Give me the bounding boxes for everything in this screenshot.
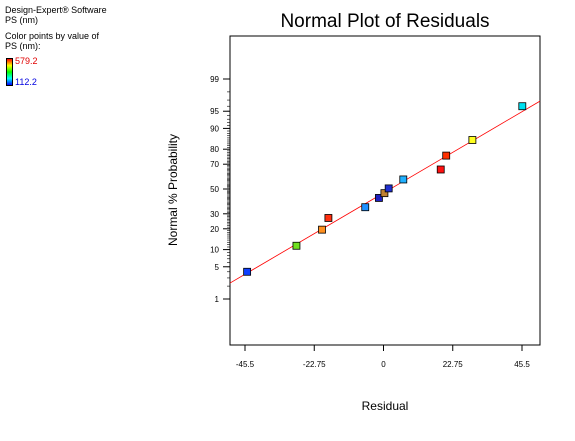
- x-tick-label: -45.5: [236, 360, 255, 369]
- y-tick-label: 80: [210, 145, 219, 154]
- data-point: [442, 151, 451, 160]
- y-tick-label: 90: [210, 124, 219, 133]
- software-info: Design-Expert® Software PS (nm) Color po…: [5, 5, 107, 51]
- data-point: [292, 241, 301, 250]
- data-point: [375, 194, 383, 202]
- chart-title: Normal Plot of Residuals: [280, 11, 490, 32]
- y-tick-label: 70: [210, 160, 219, 169]
- color-legend: 579.2 112.2: [5, 56, 65, 87]
- y-tick-label: 10: [210, 246, 219, 255]
- y-tick-label: 20: [210, 225, 219, 234]
- color-response: PS (nm):: [5, 41, 41, 51]
- color-gradient-bar: [6, 58, 13, 86]
- x-axis-label: Residual: [361, 399, 409, 413]
- data-point: [361, 203, 370, 212]
- x-tick-label: 45.5: [514, 360, 530, 369]
- data-point: [318, 225, 326, 234]
- data-point: [436, 165, 445, 174]
- data-point: [384, 184, 393, 193]
- data-point: [518, 102, 527, 111]
- y-tick-label: 50: [210, 185, 219, 194]
- y-tick-label: 95: [210, 107, 219, 116]
- x-tick-label: -22.75: [303, 360, 326, 369]
- data-point: [380, 189, 389, 198]
- data-point: [399, 175, 408, 184]
- y-tick-label: 99: [210, 75, 219, 84]
- data-point: [243, 267, 252, 276]
- plot-frame: [229, 35, 541, 346]
- x-tick-label: 22.75: [443, 360, 464, 369]
- data-point: [324, 214, 333, 222]
- data-point: [468, 136, 477, 144]
- legend-max-value: 579.2: [15, 56, 38, 66]
- response-name: PS (nm): [5, 15, 39, 25]
- x-tick-label: 0: [381, 360, 386, 369]
- y-tick-label: 5: [215, 263, 220, 272]
- legend-min-value: 112.2: [15, 77, 37, 87]
- software-name: Design-Expert® Software: [5, 5, 107, 15]
- y-tick-label: 1: [215, 295, 220, 304]
- y-tick-label: 30: [210, 210, 219, 219]
- color-note: Color points by value of: [5, 31, 100, 41]
